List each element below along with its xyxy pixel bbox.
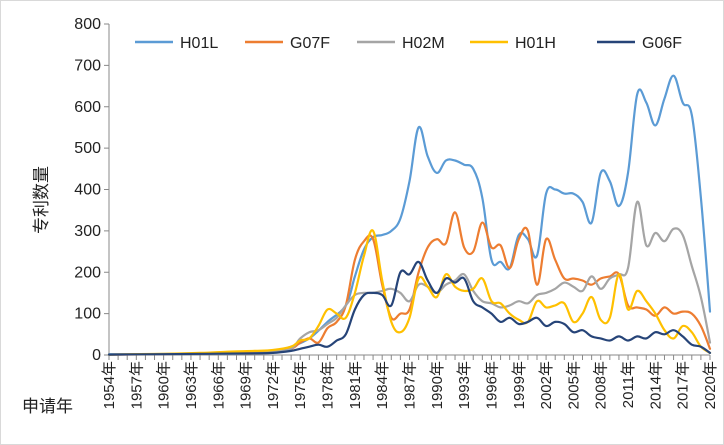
y-tick-label: 700 bbox=[74, 57, 101, 74]
x-tick-label: 1987年 bbox=[402, 361, 419, 409]
x-tick-label: 2011年 bbox=[620, 361, 637, 408]
y-tick-label: 500 bbox=[74, 140, 101, 157]
y-tick-label: 800 bbox=[74, 16, 101, 33]
y-tick-label: 200 bbox=[74, 264, 101, 281]
legend-label-h01l: H01L bbox=[180, 35, 218, 52]
x-tick-label: 1975年 bbox=[292, 361, 309, 409]
x-tick-label: 1990年 bbox=[429, 361, 446, 409]
x-tick-label: 1972年 bbox=[265, 361, 282, 409]
series-line-h01l bbox=[107, 74, 712, 356]
x-axis: 1954年 1957年 1960年 1963年 1966年 1969年 1972年 1975年… bbox=[101, 354, 719, 409]
series-lines bbox=[107, 74, 712, 356]
legend: H01L G07F H02M H01H G06F bbox=[135, 35, 682, 52]
x-tick-label: 2005年 bbox=[565, 361, 582, 409]
x-tick-label: 1969年 bbox=[238, 361, 255, 409]
x-tick-label: 1978年 bbox=[320, 361, 337, 409]
x-tick-label: 2020年 bbox=[702, 361, 719, 409]
y-axis: 0 100 200 300 400 500 600 700 800 bbox=[74, 16, 110, 364]
y-tick-label: 300 bbox=[74, 223, 101, 240]
x-tick-label: 1957年 bbox=[128, 361, 145, 409]
series-line-g07f bbox=[107, 211, 712, 356]
y-tick-label: 100 bbox=[74, 306, 101, 323]
x-tick-label: 1960年 bbox=[156, 361, 173, 409]
x-tick-label: 1999年 bbox=[511, 361, 528, 409]
x-tick-label: 1993年 bbox=[456, 361, 473, 409]
y-tick-label: 600 bbox=[74, 99, 101, 116]
x-tick-label: 2014年 bbox=[647, 361, 664, 409]
x-tick-label: 1996年 bbox=[483, 361, 500, 409]
legend-label-g06f: G06F bbox=[642, 35, 682, 52]
legend-label-h02m: H02M bbox=[402, 35, 445, 52]
y-tick-label: 400 bbox=[74, 182, 101, 199]
y-tick-label: 0 bbox=[92, 347, 101, 364]
x-tick-label: 1966年 bbox=[210, 361, 227, 409]
x-tick-label: 2017年 bbox=[675, 361, 692, 409]
x-tick-label: 1954年 bbox=[101, 361, 118, 409]
legend-label-g07f: G07F bbox=[290, 35, 330, 52]
series-line-h02m bbox=[107, 200, 712, 356]
x-tick-label: 1984年 bbox=[374, 361, 391, 409]
y-axis-title: 专利数量 bbox=[32, 166, 52, 234]
series-line-h01h bbox=[107, 229, 712, 356]
x-tick-label: 1981年 bbox=[347, 361, 364, 409]
x-axis-title: 申请年 bbox=[22, 397, 73, 417]
series-line-g06f bbox=[107, 260, 712, 356]
x-tick-label: 2008年 bbox=[593, 361, 610, 409]
x-tick-label: 2002年 bbox=[538, 361, 555, 409]
x-tick-label: 1963年 bbox=[183, 361, 200, 409]
legend-label-h01h: H01H bbox=[515, 35, 556, 52]
